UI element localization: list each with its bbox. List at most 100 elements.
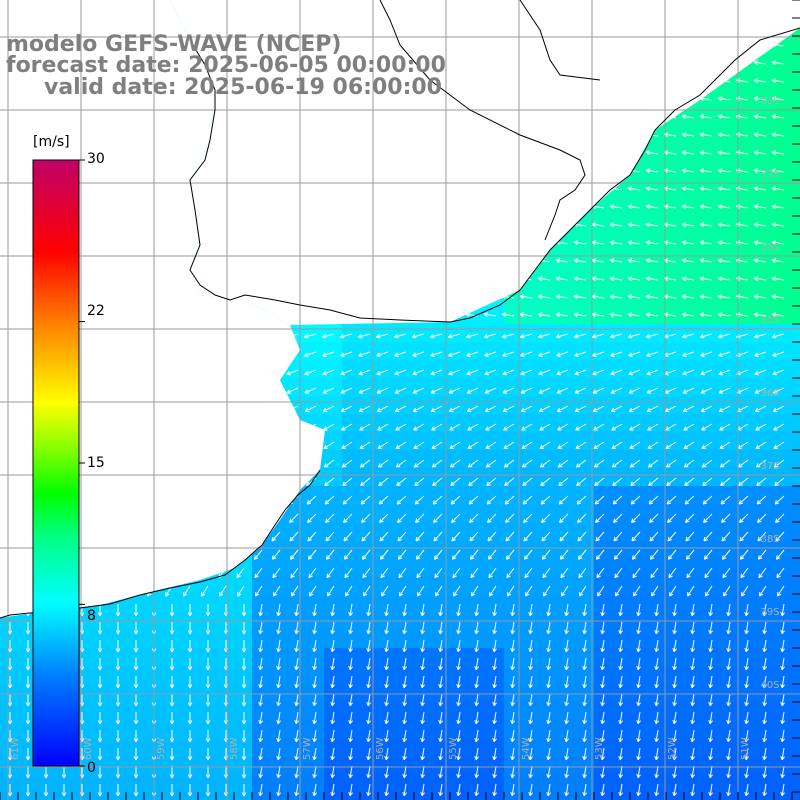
wind-speed-cell [684,630,702,648]
wind-speed-cell [666,234,684,252]
wind-speed-cell [756,90,774,108]
wind-speed-cell [648,522,666,540]
wind-speed-cell [630,396,648,414]
wind-speed-cell [342,342,360,360]
wind-speed-cell [774,540,792,558]
wind-speed-cell [90,720,108,738]
wind-speed-cell [576,720,594,738]
wind-speed-cell [666,576,684,594]
wind-speed-cell [738,180,756,198]
wind-speed-cell [684,558,702,576]
wind-speed-cell [738,576,756,594]
wind-speed-cell [648,324,666,342]
wind-speed-cell [792,108,800,126]
wind-speed-cell [522,414,540,432]
wind-speed-cell [648,288,666,306]
wind-speed-cell [540,414,558,432]
wind-speed-cell [558,342,576,360]
wind-speed-cell [468,558,486,576]
wind-speed-cell [18,666,36,684]
wind-speed-cell [558,324,576,342]
wind-speed-cell [792,504,800,522]
wind-speed-cell [666,144,684,162]
wind-speed-cell [342,702,360,720]
wind-speed-cell [216,720,234,738]
wind-speed-cell [774,558,792,576]
wind-speed-cell [576,270,594,288]
wind-speed-cell [414,504,432,522]
wind-speed-cell [324,468,342,486]
wind-speed-cell [666,504,684,522]
wind-speed-cell [720,720,738,738]
wind-speed-cell [180,648,198,666]
wind-speed-cell [486,720,504,738]
wind-speed-cell [522,288,540,306]
wind-speed-cell [108,720,126,738]
wind-speed-cell [540,684,558,702]
wind-speed-cell [540,558,558,576]
wind-speed-cell [738,108,756,126]
wind-speed-cell [162,666,180,684]
wind-speed-cell [342,738,360,756]
wind-speed-cell [468,630,486,648]
wind-speed-cell [468,540,486,558]
wind-speed-cell [774,216,792,234]
longitude-label: 53W [594,737,605,760]
wind-speed-cell [108,684,126,702]
wind-speed-cell [558,576,576,594]
wind-speed-cell [468,720,486,738]
wind-speed-cell [144,720,162,738]
wind-speed-cell [342,756,360,774]
wind-speed-cell [486,414,504,432]
wind-speed-cell [324,648,342,666]
wind-speed-cell [684,540,702,558]
wind-speed-cell [558,306,576,324]
wind-speed-cell [576,396,594,414]
wind-speed-cell [702,468,720,486]
wind-speed-cell [594,288,612,306]
wind-speed-cell [414,756,432,774]
wind-speed-cell [360,342,378,360]
wind-speed-cell [360,558,378,576]
wind-speed-cell [414,324,432,342]
wind-speed-cell [792,378,800,396]
wind-speed-cell [612,306,630,324]
wind-speed-cell [720,648,738,666]
wind-speed-cell [630,594,648,612]
wind-speed-cell [216,738,234,756]
longitude-label: 56W [375,737,386,760]
wind-speed-cell [396,324,414,342]
wind-speed-cell [720,144,738,162]
wind-speed-cell [738,306,756,324]
wind-speed-cell [306,360,324,378]
wind-speed-cell [468,486,486,504]
wind-speed-cell [558,684,576,702]
wind-speed-cell [540,342,558,360]
wind-speed-cell [594,594,612,612]
wind-speed-cell [648,270,666,288]
wind-speed-cell [342,486,360,504]
wind-speed-cell [666,216,684,234]
wind-speed-cell [270,648,288,666]
wind-speed-cell [414,648,432,666]
wind-speed-cell [738,90,756,108]
wind-speed-cell [450,342,468,360]
wind-speed-cell [378,576,396,594]
wind-speed-cell [666,396,684,414]
wind-speed-cell [342,414,360,432]
wind-speed-cell [504,666,522,684]
wind-speed-cell [504,378,522,396]
wind-speed-cell [738,702,756,720]
wind-speed-cell [18,738,36,756]
wind-speed-cell [396,756,414,774]
wind-speed-cell [198,630,216,648]
wind-speed-cell [630,342,648,360]
wind-speed-cell [486,630,504,648]
wind-speed-cell [792,306,800,324]
wind-speed-cell [378,360,396,378]
wind-speed-cell [504,702,522,720]
wind-speed-cell [576,234,594,252]
wind-speed-cell [270,630,288,648]
wind-speed-cell [558,540,576,558]
wind-speed-cell [378,684,396,702]
